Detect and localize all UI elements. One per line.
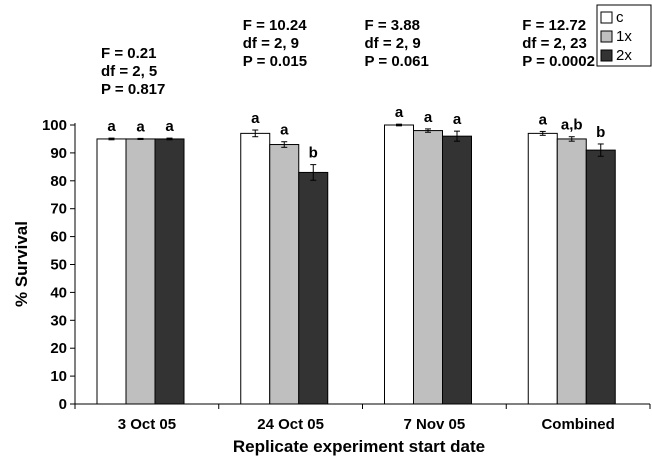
significance-label: b <box>309 145 318 162</box>
stat-df: df = 2, 23 <box>522 35 587 52</box>
significance-label: a <box>136 118 145 135</box>
axes: 0 10 20 30 40 50 60 70 80 90 100 3 Oct 05 24 Oct 05 7… <box>42 117 651 433</box>
y-tick-label: 20 <box>50 340 67 357</box>
significance-label: b <box>596 124 605 141</box>
stat-p: P = 0.0002 <box>522 53 595 70</box>
bar-c <box>240 132 271 405</box>
x-tick-label: 3 Oct 05 <box>118 416 176 433</box>
significance-label: a <box>424 109 433 126</box>
bar-2x <box>154 138 185 405</box>
legend-label-2x: 2x <box>616 47 632 64</box>
legend: c 1x 2x <box>596 4 652 67</box>
x-tick-label: 7 Nov 05 <box>404 416 466 433</box>
y-tick-label: 10 <box>50 368 67 385</box>
y-tick-label: 90 <box>50 145 67 162</box>
legend-label-c: c <box>616 9 624 26</box>
significance-label: a <box>395 104 404 121</box>
bar-2x <box>298 171 329 405</box>
x-tick-label: 24 Oct 05 <box>257 416 324 433</box>
bar-1x <box>413 130 443 405</box>
stat-f: F = 12.72 <box>522 17 586 34</box>
y-tick-label: 80 <box>50 173 67 190</box>
significance-label: a <box>107 118 116 135</box>
bar-2x <box>585 149 616 405</box>
stat-f: F = 10.24 <box>243 17 307 34</box>
stat-p: P = 0.015 <box>243 53 307 70</box>
legend-label-1x: 1x <box>616 28 632 45</box>
legend-swatch-2x <box>600 49 613 62</box>
stat-df: df = 2, 9 <box>243 35 299 52</box>
significance-label: a <box>539 111 548 128</box>
y-tick-label: 50 <box>50 257 67 274</box>
bar-1x <box>556 138 587 405</box>
stat-df: df = 2, 5 <box>101 63 157 80</box>
bars: a a a a a b a a a a a,b b <box>96 104 616 405</box>
bar-c <box>527 132 558 405</box>
significance-label: a <box>165 118 174 135</box>
legend-swatch-1x <box>600 30 613 43</box>
y-axis-title: % Survival <box>12 221 31 307</box>
x-axis-title: Replicate experiment start date <box>233 437 485 456</box>
bar-1x <box>269 144 300 405</box>
significance-label: a <box>280 122 289 139</box>
y-tick-label: 60 <box>50 229 67 246</box>
y-tick-label: 100 <box>42 117 67 134</box>
y-tick-label: 0 <box>59 396 67 413</box>
stat-df: df = 2, 9 <box>365 35 421 52</box>
significance-label: a <box>453 111 462 128</box>
bar-c <box>96 138 127 405</box>
legend-swatch-c <box>600 11 613 24</box>
x-tick-label: Combined <box>541 416 614 433</box>
y-tick-label: 70 <box>50 201 67 218</box>
y-tick-label: 30 <box>50 312 67 329</box>
stat-p: P = 0.817 <box>101 81 165 98</box>
significance-label: a <box>251 110 260 127</box>
stat-f: F = 0.21 <box>101 45 156 62</box>
y-tick-label: 40 <box>50 284 67 301</box>
significance-label: a,b <box>561 117 583 134</box>
bar-1x <box>125 138 156 405</box>
stat-p: P = 0.061 <box>365 53 429 70</box>
bar-2x <box>442 135 472 405</box>
stat-f: F = 3.88 <box>365 17 420 34</box>
bar-c <box>384 124 414 405</box>
